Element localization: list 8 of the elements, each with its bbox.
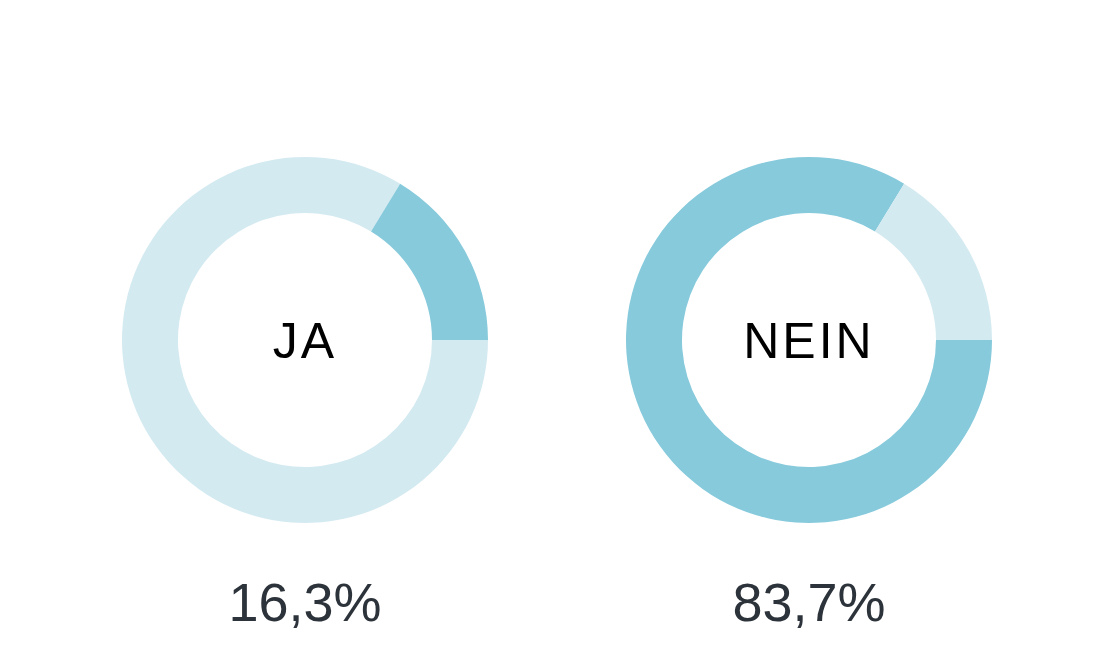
donut-slice <box>626 157 992 523</box>
text: 83,7% <box>732 572 886 633</box>
text: NEIN <box>743 313 875 369</box>
text: JA <box>272 313 338 369</box>
text: 16,3% <box>228 572 382 633</box>
donut-slice <box>122 157 488 523</box>
donut-slice <box>371 183 488 340</box>
donut-slice <box>875 183 992 340</box>
